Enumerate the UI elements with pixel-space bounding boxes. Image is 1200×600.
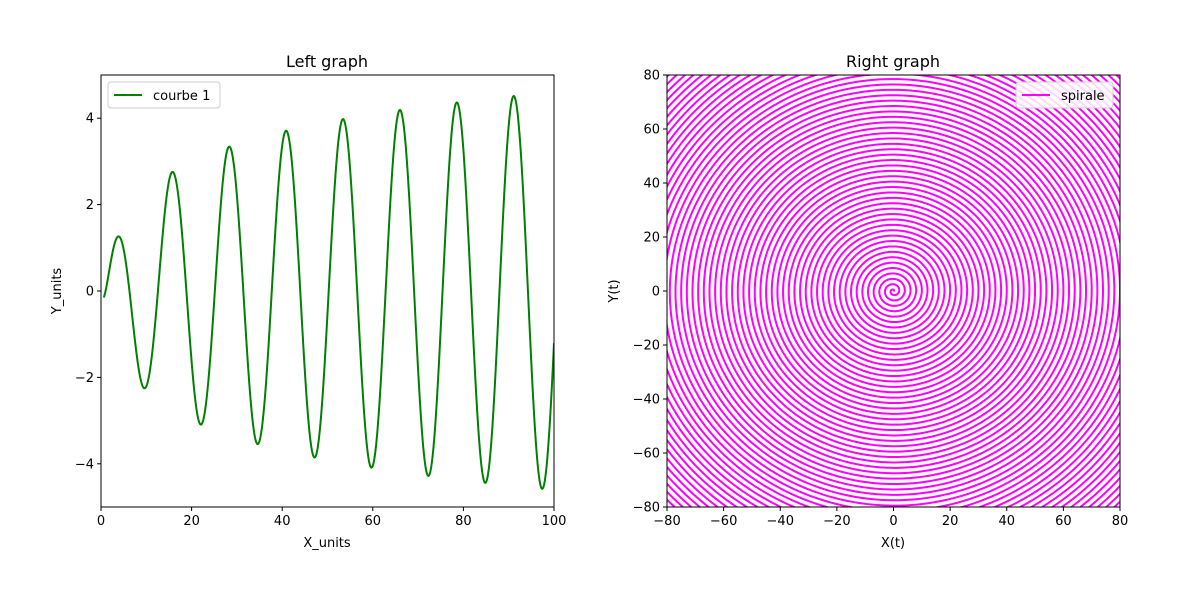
left-y-tick-label: 2 [86,198,94,213]
right-y-tick-label: 0 [652,285,660,300]
left-legend: courbe 1 [107,81,221,109]
right-plot-area: −80 −60 −40 −20 0 20 40 60 80 −80 −60 −40 −20 0 20 40 60… [633,69,1129,530]
left-y-tick-label: 0 [86,285,94,300]
right-x-tick-label: −80 [653,514,680,529]
right-x-tick-label: 0 [889,514,897,529]
right-x-tick-label: 20 [942,514,959,529]
right-x-tick-label: 60 [1055,514,1072,529]
left-y-tick-label: 4 [86,112,94,127]
right-y-tick-label: 80 [643,69,660,84]
left-x-tick-label: 80 [455,514,472,529]
right-plot-frame [666,74,1121,508]
left-x-tick-label: 40 [274,514,291,529]
left-legend-box [107,81,221,109]
right-x-tick-label: 40 [998,514,1015,529]
right-y-tick-label: 20 [643,231,660,246]
left-legend-label: courbe 1 [153,89,210,104]
right-y-tick-label: 40 [643,177,660,192]
left-x-tick-label: 0 [97,514,105,529]
left-chart: Left graph 0 20 40 60 80 100 −4 −2 0 2 4 X_units Y… [50,52,566,551]
left-y-tick-label: −2 [75,371,94,386]
right-x-tick-label: −40 [767,514,794,529]
left-series-courbe-1 [102,95,554,490]
right-x-tick-label: −60 [710,514,737,529]
left-plot-area: 0 20 40 60 80 100 −4 −2 0 2 4 [75,74,567,529]
right-legend-box [1015,81,1114,109]
right-chart-title: Right graph [846,52,940,71]
right-y-tick-label: −80 [633,501,660,516]
right-y-tick-label: −60 [633,447,660,462]
left-x-tick-label: 60 [365,514,382,529]
right-y-axis-label: Y(t) [607,279,622,303]
left-y-axis-label: Y_units [50,268,65,316]
right-x-axis-label: X(t) [881,536,905,551]
left-x-axis-label: X_units [303,536,351,551]
right-y-tick-label: −20 [633,339,660,354]
left-x-tick-label: 100 [542,514,567,529]
left-chart-title: Left graph [286,52,368,71]
right-y-tick-label: −40 [633,393,660,408]
left-y-tick-label: −4 [75,457,94,472]
left-x-tick-label: 20 [183,514,200,529]
right-x-tick-label: 80 [1112,514,1129,529]
right-legend: spirale [1015,81,1114,109]
right-series-spirale [667,75,1120,507]
right-chart: Right graph −80 −60 −40 −20 0 20 40 60 80−80−60−… [607,52,1129,551]
left-plot-frame [100,74,555,508]
right-legend-label: spirale [1061,89,1105,104]
right-x-tick-label: −20 [823,514,850,529]
right-y-tick-label: 60 [643,123,660,138]
